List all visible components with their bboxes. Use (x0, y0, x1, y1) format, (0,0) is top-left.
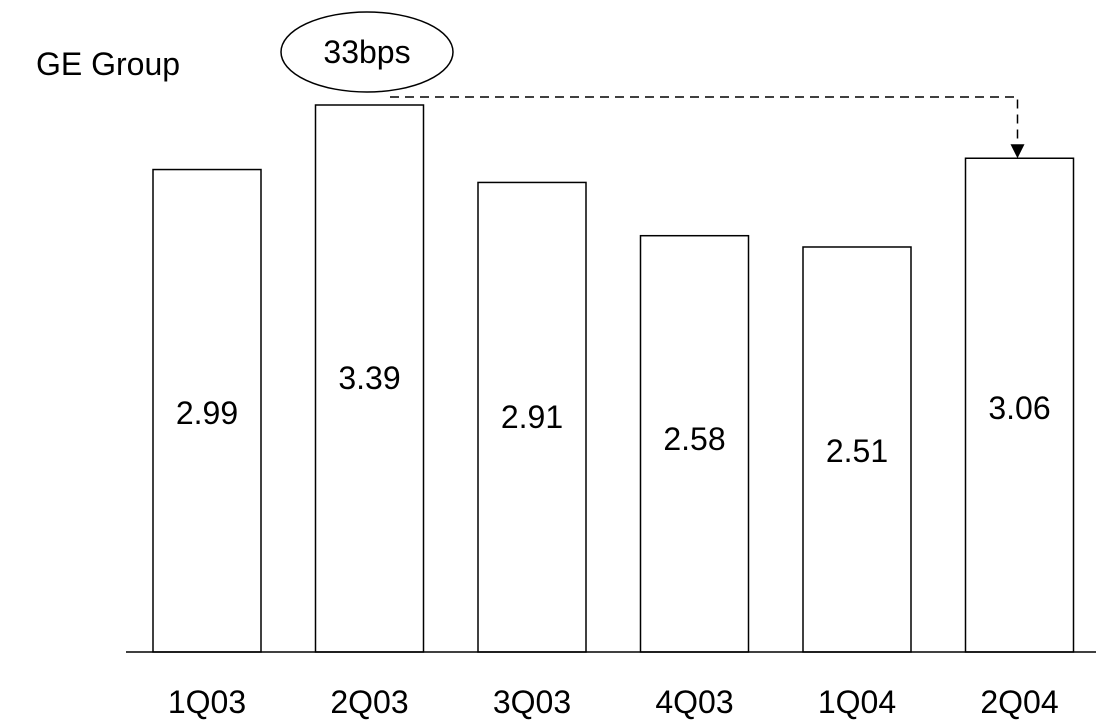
value-label-4Q03: 2.58 (663, 421, 725, 457)
bar-4Q03 (639, 234, 750, 653)
value-label-1Q04: 2.51 (826, 433, 888, 469)
bar-1Q03 (152, 168, 262, 653)
annotation-bubble (280, 11, 454, 93)
annotation-dashed-connector (390, 96, 1019, 147)
category-label-2Q04: 2Q04 (980, 684, 1058, 720)
value-label-2Q03: 3.39 (338, 360, 400, 396)
value-label-3Q03: 2.91 (501, 399, 563, 435)
bar-2Q03 (314, 104, 425, 653)
category-labels-layer: 1Q03 2Q03 3Q03 4Q03 1Q04 2Q04 (168, 684, 1059, 720)
annotation-text: 33bps (323, 34, 410, 70)
chart-title: GE Group (36, 46, 180, 82)
bars-layer (152, 104, 1075, 653)
value-label-1Q03: 2.99 (176, 395, 238, 431)
category-label-1Q04: 1Q04 (818, 684, 896, 720)
annotation-arrowhead-icon (1010, 144, 1025, 159)
value-label-2Q04: 3.06 (988, 390, 1050, 426)
category-label-4Q03: 4Q03 (655, 684, 733, 720)
category-label-1Q03: 1Q03 (168, 684, 246, 720)
annotation-layer: 33bps (280, 11, 1025, 159)
category-label-3Q03: 3Q03 (493, 684, 571, 720)
category-label-2Q03: 2Q03 (330, 684, 408, 720)
bar-2Q04 (964, 157, 1075, 653)
bar-3Q03 (477, 181, 587, 653)
value-labels-layer: 2.99 3.39 2.91 2.58 2.51 3.06 (176, 360, 1051, 469)
bar-1Q04 (802, 246, 912, 653)
